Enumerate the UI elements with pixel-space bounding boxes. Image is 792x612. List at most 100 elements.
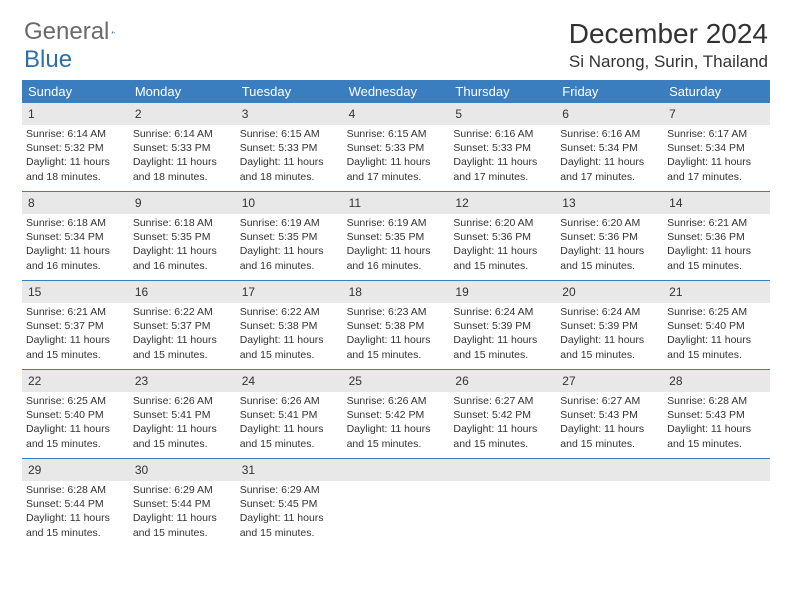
sunset-line: Sunset: 5:34 PM bbox=[560, 141, 659, 155]
sunset-line: Sunset: 5:36 PM bbox=[453, 230, 552, 244]
sunrise-line: Sunrise: 6:24 AM bbox=[560, 305, 659, 319]
sunset-line: Sunset: 5:33 PM bbox=[133, 141, 232, 155]
daylight-line: Daylight: 11 hours and 15 minutes. bbox=[133, 422, 232, 450]
day-body: Sunrise: 6:28 AMSunset: 5:43 PMDaylight:… bbox=[663, 392, 770, 451]
day-number: 20 bbox=[562, 285, 575, 299]
daylight-line: Daylight: 11 hours and 17 minutes. bbox=[560, 155, 659, 183]
daylight-line: Daylight: 11 hours and 16 minutes. bbox=[347, 244, 446, 272]
day-cell: 1Sunrise: 6:14 AMSunset: 5:32 PMDaylight… bbox=[22, 103, 129, 191]
sunset-line: Sunset: 5:41 PM bbox=[133, 408, 232, 422]
day-body: Sunrise: 6:24 AMSunset: 5:39 PMDaylight:… bbox=[556, 303, 663, 362]
day-body: Sunrise: 6:19 AMSunset: 5:35 PMDaylight:… bbox=[343, 214, 450, 273]
daylight-line: Daylight: 11 hours and 15 minutes. bbox=[347, 422, 446, 450]
sunrise-line: Sunrise: 6:28 AM bbox=[667, 394, 766, 408]
sunrise-line: Sunrise: 6:21 AM bbox=[667, 216, 766, 230]
day-cell: 2Sunrise: 6:14 AMSunset: 5:33 PMDaylight… bbox=[129, 103, 236, 191]
daynum-bar: 27 bbox=[556, 370, 663, 392]
sunset-line: Sunset: 5:42 PM bbox=[453, 408, 552, 422]
day-cell: 15Sunrise: 6:21 AMSunset: 5:37 PMDayligh… bbox=[22, 281, 129, 369]
day-number: 15 bbox=[28, 285, 41, 299]
sunrise-line: Sunrise: 6:14 AM bbox=[133, 127, 232, 141]
daylight-line: Daylight: 11 hours and 15 minutes. bbox=[240, 333, 339, 361]
daynum-bar: 3 bbox=[236, 103, 343, 125]
daylight-line: Daylight: 11 hours and 15 minutes. bbox=[560, 333, 659, 361]
day-body: Sunrise: 6:19 AMSunset: 5:35 PMDaylight:… bbox=[236, 214, 343, 273]
sunset-line: Sunset: 5:33 PM bbox=[347, 141, 446, 155]
day-number: 12 bbox=[455, 196, 468, 210]
day-cell: 5Sunrise: 6:16 AMSunset: 5:33 PMDaylight… bbox=[449, 103, 556, 191]
day-cell: 31Sunrise: 6:29 AMSunset: 5:45 PMDayligh… bbox=[236, 459, 343, 547]
day-body: Sunrise: 6:15 AMSunset: 5:33 PMDaylight:… bbox=[236, 125, 343, 184]
sunrise-line: Sunrise: 6:15 AM bbox=[347, 127, 446, 141]
sunrise-line: Sunrise: 6:15 AM bbox=[240, 127, 339, 141]
day-cell: 26Sunrise: 6:27 AMSunset: 5:42 PMDayligh… bbox=[449, 370, 556, 458]
daylight-line: Daylight: 11 hours and 15 minutes. bbox=[453, 333, 552, 361]
daynum-bar: 31 bbox=[236, 459, 343, 481]
day-number: 21 bbox=[669, 285, 682, 299]
daylight-line: Daylight: 11 hours and 15 minutes. bbox=[667, 333, 766, 361]
dow-friday: Friday bbox=[556, 80, 663, 103]
day-body: Sunrise: 6:25 AMSunset: 5:40 PMDaylight:… bbox=[22, 392, 129, 451]
day-cell: 13Sunrise: 6:20 AMSunset: 5:36 PMDayligh… bbox=[556, 192, 663, 280]
day-body: Sunrise: 6:15 AMSunset: 5:33 PMDaylight:… bbox=[343, 125, 450, 184]
daylight-line: Daylight: 11 hours and 15 minutes. bbox=[133, 511, 232, 539]
daylight-line: Daylight: 11 hours and 18 minutes. bbox=[26, 155, 125, 183]
daynum-bar: 20 bbox=[556, 281, 663, 303]
sunset-line: Sunset: 5:36 PM bbox=[560, 230, 659, 244]
sunset-line: Sunset: 5:33 PM bbox=[453, 141, 552, 155]
day-number: 8 bbox=[28, 196, 35, 210]
sunrise-line: Sunrise: 6:20 AM bbox=[453, 216, 552, 230]
day-cell: 18Sunrise: 6:23 AMSunset: 5:38 PMDayligh… bbox=[343, 281, 450, 369]
sunset-line: Sunset: 5:36 PM bbox=[667, 230, 766, 244]
sunset-line: Sunset: 5:44 PM bbox=[26, 497, 125, 511]
sunrise-line: Sunrise: 6:18 AM bbox=[26, 216, 125, 230]
day-body: Sunrise: 6:27 AMSunset: 5:43 PMDaylight:… bbox=[556, 392, 663, 451]
daylight-line: Daylight: 11 hours and 16 minutes. bbox=[133, 244, 232, 272]
day-cell: 12 Sunrise: 6:20 AMSunset: 5:36 PMDayligh… bbox=[449, 192, 556, 280]
day-body: Sunrise: 6:24 AMSunset: 5:39 PMDaylight:… bbox=[449, 303, 556, 362]
brand-name-a: General bbox=[24, 18, 109, 46]
daynum-bar: 23 bbox=[129, 370, 236, 392]
daynum-bar: 28 bbox=[663, 370, 770, 392]
sunset-line: Sunset: 5:39 PM bbox=[453, 319, 552, 333]
day-number: 18 bbox=[349, 285, 362, 299]
sunrise-line: Sunrise: 6:25 AM bbox=[26, 394, 125, 408]
sunset-line: Sunset: 5:44 PM bbox=[133, 497, 232, 511]
day-body: Sunrise: 6:16 AMSunset: 5:34 PMDaylight:… bbox=[556, 125, 663, 184]
day-body: Sunrise: 6:20 AMSunset: 5:36 PMDaylight:… bbox=[556, 214, 663, 273]
dow-sunday: Sunday bbox=[22, 80, 129, 103]
sunrise-line: Sunrise: 6:14 AM bbox=[26, 127, 125, 141]
day-cell: 17Sunrise: 6:22 AMSunset: 5:38 PMDayligh… bbox=[236, 281, 343, 369]
day-cell: 3Sunrise: 6:15 AMSunset: 5:33 PMDaylight… bbox=[236, 103, 343, 191]
title-block: December 2024 Si Narong, Surin, Thailand bbox=[569, 18, 768, 72]
day-cell: 22Sunrise: 6:25 AMSunset: 5:40 PMDayligh… bbox=[22, 370, 129, 458]
daylight-line: Daylight: 11 hours and 16 minutes. bbox=[240, 244, 339, 272]
day-cell: 20 Sunrise: 6:24 AMSunset: 5:39 PMDayligh… bbox=[556, 281, 663, 369]
day-number: 23 bbox=[135, 374, 148, 388]
sunset-line: Sunset: 5:42 PM bbox=[347, 408, 446, 422]
day-number: 27 bbox=[562, 374, 575, 388]
dow-saturday: Saturday bbox=[663, 80, 770, 103]
day-number: 14 bbox=[669, 196, 682, 210]
daynum-bar: 2 bbox=[129, 103, 236, 125]
day-cell: 28Sunrise: 6:28 AMSunset: 5:43 PMDayligh… bbox=[663, 370, 770, 458]
brand-name-b-wrap: Blue bbox=[24, 46, 72, 74]
day-cell: 8Sunrise: 6:18 AMSunset: 5:34 PMDaylight… bbox=[22, 192, 129, 280]
sunset-line: Sunset: 5:34 PM bbox=[667, 141, 766, 155]
sunrise-line: Sunrise: 6:21 AM bbox=[26, 305, 125, 319]
sunrise-line: Sunrise: 6:27 AM bbox=[560, 394, 659, 408]
day-cell: 7 Sunrise: 6:17 AMSunset: 5:34 PMDaylight… bbox=[663, 103, 770, 191]
daynum-bar: 17 bbox=[236, 281, 343, 303]
sunrise-line: Sunrise: 6:28 AM bbox=[26, 483, 125, 497]
daylight-line: Daylight: 11 hours and 15 minutes. bbox=[453, 244, 552, 272]
daynum-bar: 22 bbox=[22, 370, 129, 392]
day-number: 7 bbox=[669, 107, 676, 121]
day-cell: 27 Sunrise: 6:27 AMSunset: 5:43 PMDayligh… bbox=[556, 370, 663, 458]
calendar: SundayMondayTuesdayWednesdayThursdayFrid… bbox=[0, 80, 792, 547]
sunrise-line: Sunrise: 6:24 AM bbox=[453, 305, 552, 319]
sunset-line: Sunset: 5:38 PM bbox=[240, 319, 339, 333]
sunrise-line: Sunrise: 6:26 AM bbox=[347, 394, 446, 408]
day-body: Sunrise: 6:17 AMSunset: 5:34 PMDaylight:… bbox=[663, 125, 770, 184]
sail-icon bbox=[111, 23, 115, 41]
day-cell: . bbox=[556, 459, 663, 547]
